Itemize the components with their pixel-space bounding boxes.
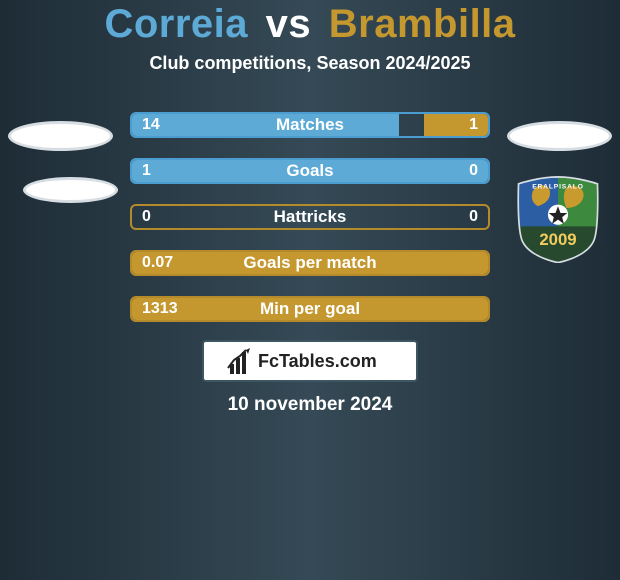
brand-left: Fc [258, 351, 279, 371]
title-vs: vs [266, 2, 312, 46]
content: Correia vs Brambilla Club competitions, … [0, 0, 620, 416]
stat-label: Goals per match [132, 253, 488, 273]
stat-label: Hattricks [132, 207, 488, 227]
title-right: Brambilla [329, 2, 516, 46]
brand-right: Tables.com [279, 351, 377, 371]
left-team-badge-1 [8, 121, 113, 151]
left-team-badge-2 [23, 177, 118, 203]
stat-row-hattricks: 0 Hattricks 0 [130, 204, 490, 230]
stat-label: Min per goal [132, 299, 488, 319]
stat-row-goals: 1 Goals 0 [130, 158, 490, 184]
footer-date: 10 november 2024 [228, 394, 393, 416]
right-team-badge-1 [507, 121, 612, 151]
page-title: Correia vs Brambilla [104, 2, 515, 47]
stat-label: Matches [132, 115, 488, 135]
title-left: Correia [104, 2, 248, 46]
brand-box[interactable]: FcTables.com [202, 340, 418, 382]
stat-row-gpm: 0.07 Goals per match [130, 250, 490, 276]
svg-text:2009: 2009 [539, 230, 576, 249]
subtitle: Club competitions, Season 2024/2025 [149, 53, 470, 74]
stat-label: Goals [132, 161, 488, 181]
stats-block: 14 Matches 1 1 Goals 0 0 Hattricks 0 0.0… [130, 112, 490, 322]
right-team-crest: 2009 ERALPISALO [516, 176, 600, 264]
svg-text:ERALPISALO: ERALPISALO [532, 184, 584, 191]
stat-row-matches: 14 Matches 1 [130, 112, 490, 138]
svg-text:FcTables.com: FcTables.com [258, 351, 377, 371]
stat-row-mpg: 1313 Min per goal [130, 296, 490, 322]
